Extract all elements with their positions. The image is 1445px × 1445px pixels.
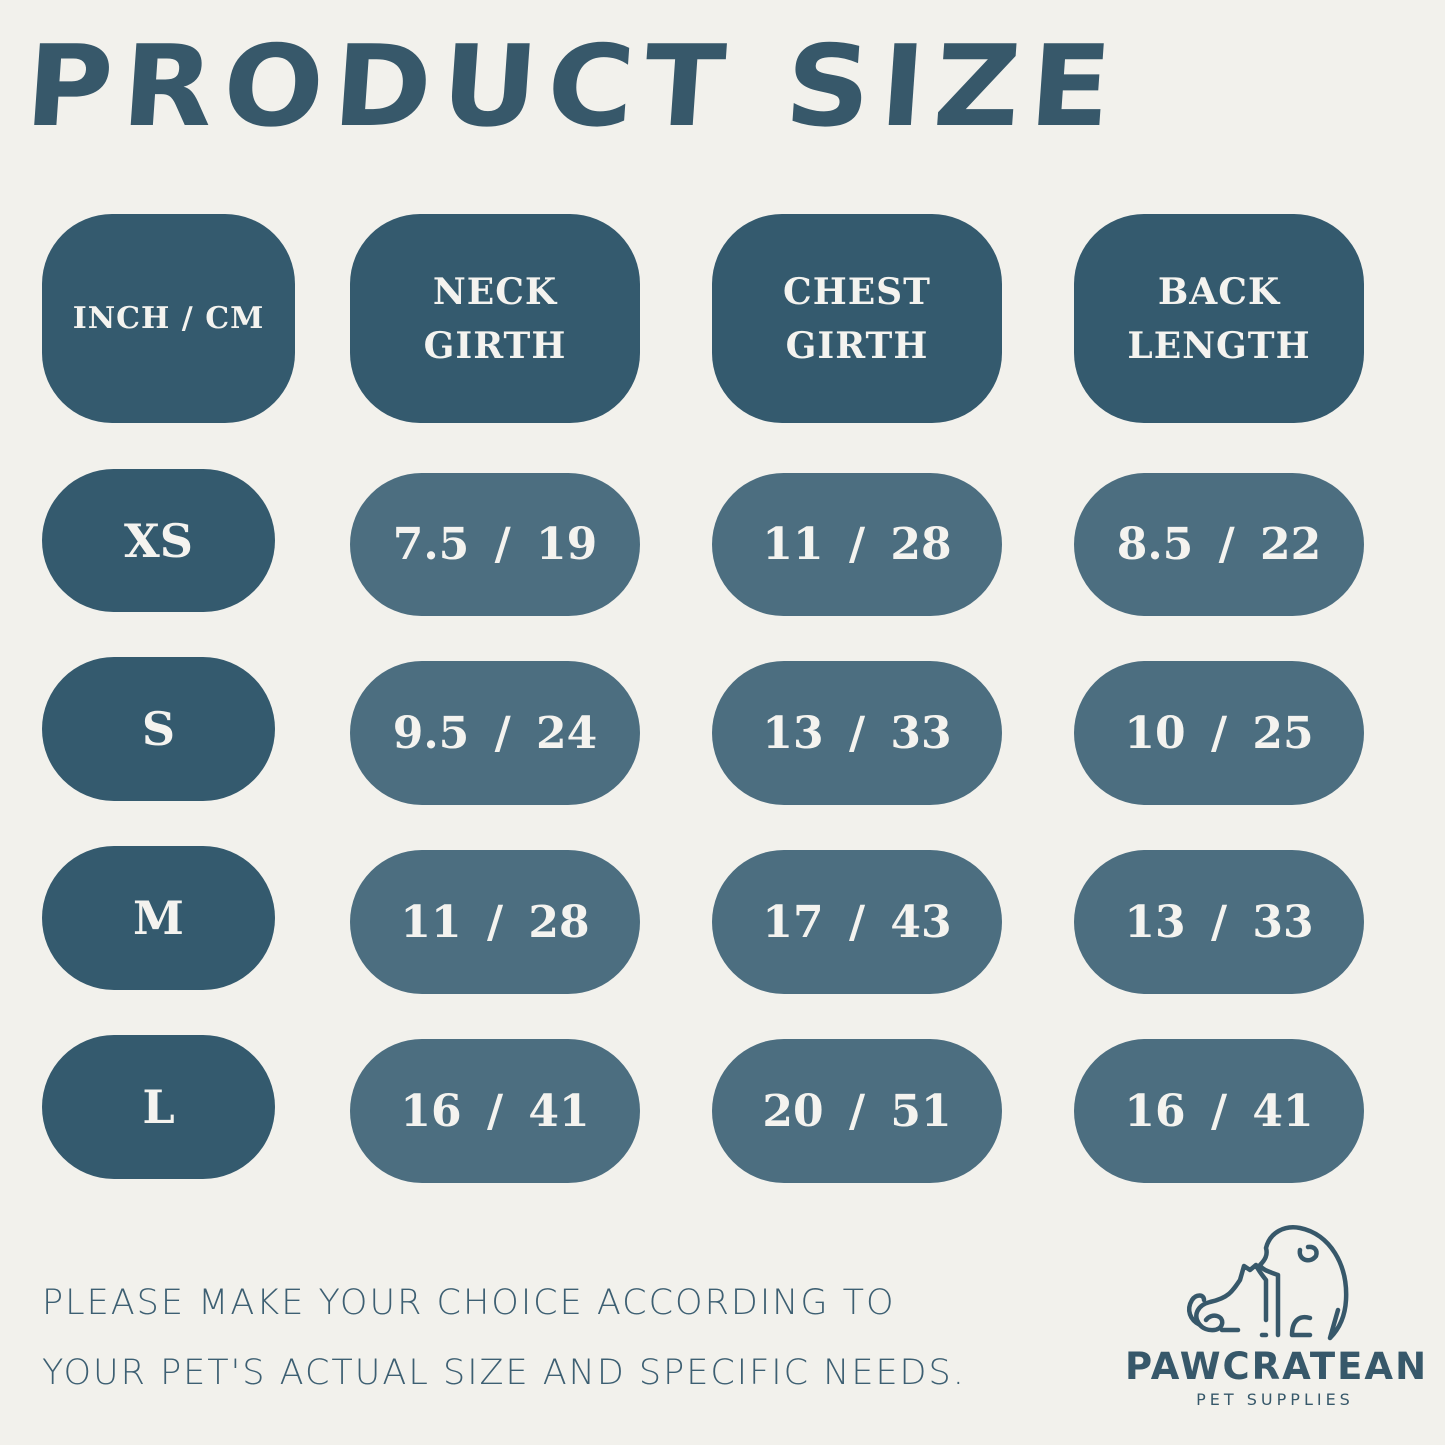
page-title: PRODUCT SIZE <box>21 20 1126 152</box>
size-label-cell: S <box>42 657 275 801</box>
measurement-cell-label: 7.5 / 19 <box>392 519 598 570</box>
measurement-cell-label: 10 / 25 <box>1124 707 1314 759</box>
measurement-cell-label: 16 / 41 <box>1124 1085 1314 1137</box>
size-label-cell-label: L <box>142 1080 175 1134</box>
column-header-label: NECK GIRTH <box>423 270 567 367</box>
brand-tagline: PET SUPPLIES <box>1196 1390 1354 1409</box>
column-header-label: BACK LENGTH <box>1127 270 1311 367</box>
measurement-cell: 11 / 28 <box>712 473 1002 616</box>
column-header: CHEST GIRTH <box>712 214 1002 423</box>
size-label-cell-label: S <box>141 702 176 756</box>
size-label-cell-label: M <box>133 891 184 945</box>
measurement-cell-label: 11 / 28 <box>762 519 952 570</box>
brand-name: PAWCRATEAN <box>1125 1345 1429 1388</box>
note-line-1: PLEASE MAKE YOUR CHOICE ACCORDING TO <box>42 1283 896 1323</box>
column-header-label: INCH / CM <box>72 300 265 336</box>
measurement-cell: 20 / 51 <box>712 1039 1002 1183</box>
measurement-cell-label: 20 / 51 <box>762 1085 952 1137</box>
size-label-cell: M <box>42 846 275 990</box>
measurement-cell: 13 / 33 <box>1074 850 1364 994</box>
measurement-cell-label: 9.5 / 24 <box>392 707 598 759</box>
measurement-cell: 7.5 / 19 <box>350 473 640 616</box>
measurement-cell: 13 / 33 <box>712 661 1002 805</box>
size-label-cell: L <box>42 1035 275 1179</box>
column-header: NECK GIRTH <box>350 214 640 423</box>
size-label-cell: XS <box>42 469 275 612</box>
measurement-cell: 8.5 / 22 <box>1074 473 1364 616</box>
brand-logo: PAWCRATEAN PET SUPPLIES <box>1125 1220 1429 1409</box>
size-note: PLEASE MAKE YOUR CHOICE ACCORDING TO YOU… <box>42 1268 966 1408</box>
dog-and-cat-outline-icon <box>1187 1225 1349 1341</box>
measurement-cell: 10 / 25 <box>1074 661 1364 805</box>
size-label-cell-label: XS <box>124 513 193 568</box>
measurement-cell-label: 16 / 41 <box>400 1085 590 1137</box>
measurement-cell-label: 8.5 / 22 <box>1116 519 1322 570</box>
measurement-cell-label: 17 / 43 <box>762 896 952 948</box>
column-header-label: CHEST GIRTH <box>783 270 931 367</box>
measurement-cell: 17 / 43 <box>712 850 1002 994</box>
measurement-cell: 9.5 / 24 <box>350 661 640 805</box>
measurement-cell-label: 11 / 28 <box>400 896 590 948</box>
column-header: BACK LENGTH <box>1074 214 1364 423</box>
measurement-cell: 16 / 41 <box>1074 1039 1364 1183</box>
measurement-cell-label: 13 / 33 <box>1124 896 1314 948</box>
measurement-cell: 11 / 28 <box>350 850 640 994</box>
column-header: INCH / CM <box>42 214 295 423</box>
measurement-cell: 16 / 41 <box>350 1039 640 1183</box>
note-line-2: YOUR PET'S ACTUAL SIZE AND SPECIFIC NEED… <box>42 1353 966 1393</box>
measurement-cell-label: 13 / 33 <box>762 707 952 759</box>
